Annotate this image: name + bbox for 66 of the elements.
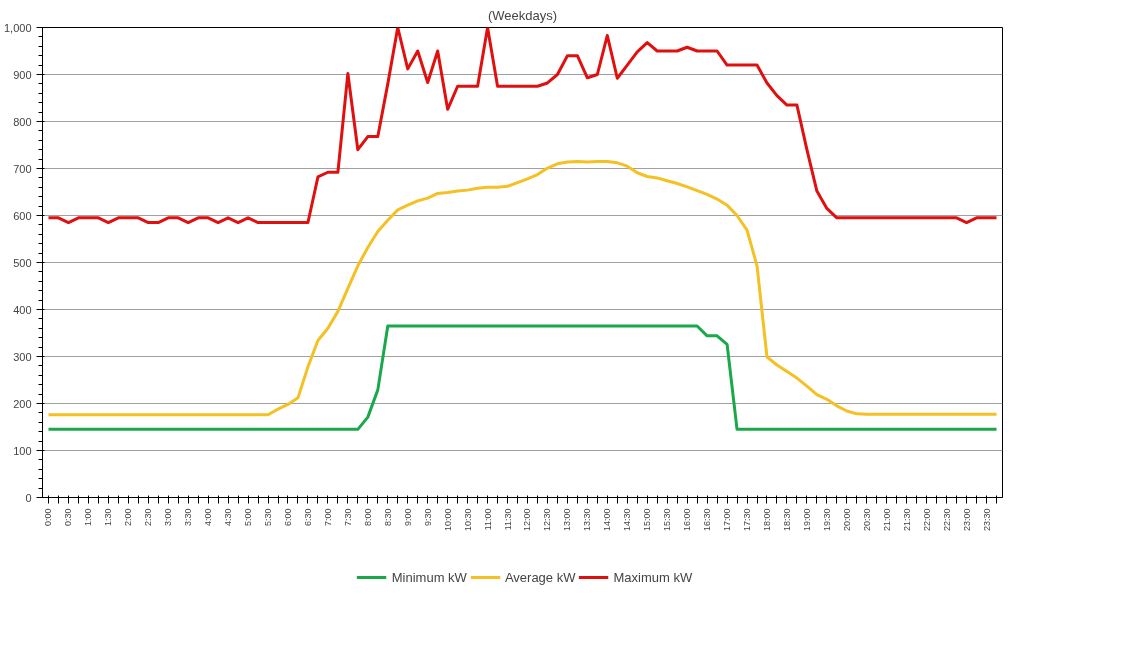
x-tick-label: 0:00 bbox=[43, 508, 54, 527]
y-tick-label: 800 bbox=[13, 115, 32, 128]
x-tick-label: 1:30 bbox=[103, 508, 114, 527]
x-tick-label: 2:30 bbox=[143, 508, 154, 527]
x-tick-label: 1:00 bbox=[83, 508, 94, 527]
x-tick-label: 10:30 bbox=[462, 508, 473, 532]
x-tick-label: 20:00 bbox=[841, 508, 852, 532]
y-tick-label: 900 bbox=[13, 68, 32, 81]
x-tick-label: 11:30 bbox=[502, 508, 513, 531]
y-tick-label: 100 bbox=[13, 444, 32, 457]
y-tick-label: 400 bbox=[13, 303, 32, 316]
x-tick-label: 19:00 bbox=[801, 508, 812, 532]
x-tick-label: 13:30 bbox=[582, 508, 593, 532]
x-tick-label: 20:30 bbox=[861, 508, 872, 532]
x-tick-label: 0:30 bbox=[63, 508, 74, 527]
y-tick-label: 500 bbox=[13, 256, 32, 269]
y-tick-label: 1,000 bbox=[3, 21, 32, 34]
x-tick-label: 4:30 bbox=[223, 508, 234, 527]
x-tick-label: 14:00 bbox=[602, 508, 613, 532]
x-tick-label: 9:30 bbox=[422, 508, 433, 527]
x-tick-label: 11:00 bbox=[482, 508, 493, 531]
x-tick-label: 22:00 bbox=[921, 508, 932, 532]
x-tick-label: 8:00 bbox=[362, 508, 373, 527]
x-tick-label: 4:00 bbox=[203, 508, 214, 527]
x-tick-label: 16:30 bbox=[702, 508, 713, 532]
y-tick-label: 600 bbox=[13, 209, 32, 222]
y-tick-label: 0 bbox=[25, 491, 32, 504]
x-tick-label: 8:30 bbox=[382, 508, 393, 527]
x-tick-label: 21:30 bbox=[901, 508, 912, 532]
x-tick-label: 23:00 bbox=[961, 508, 972, 532]
x-tick-label: 12:30 bbox=[542, 508, 553, 532]
x-tick-label: 3:30 bbox=[183, 508, 194, 527]
legend-label: Average kW bbox=[504, 569, 576, 585]
chart-title: (Weekdays) bbox=[487, 7, 558, 23]
x-tick-label: 21:00 bbox=[881, 508, 892, 532]
x-tick-label: 6:30 bbox=[302, 508, 313, 527]
x-tick-label: 9:00 bbox=[402, 508, 413, 527]
line-series bbox=[46, 159, 999, 417]
x-tick-label: 7:00 bbox=[322, 508, 333, 527]
x-tick-label: 18:00 bbox=[761, 508, 772, 532]
x-tick-label: 15:00 bbox=[642, 508, 653, 532]
x-tick-label: 16:00 bbox=[682, 508, 693, 532]
x-tick-label: 10:00 bbox=[442, 508, 453, 532]
x-tick-label: 17:00 bbox=[722, 508, 733, 532]
legend-label: Maximum kW bbox=[613, 569, 693, 585]
x-tick-label: 12:00 bbox=[522, 508, 533, 532]
x-tick-label: 13:00 bbox=[562, 508, 573, 532]
y-tick-label: 700 bbox=[13, 162, 32, 175]
x-tick-label: 14:30 bbox=[622, 508, 633, 532]
x-tick-label: 7:30 bbox=[342, 508, 353, 527]
y-tick-label: 300 bbox=[13, 350, 32, 363]
x-tick-label: 23:30 bbox=[981, 508, 992, 532]
legend-label: Minimum kW bbox=[391, 569, 467, 585]
x-tick-label: 5:30 bbox=[263, 508, 274, 527]
line-series bbox=[46, 27, 999, 225]
x-tick-label: 15:30 bbox=[662, 508, 673, 532]
x-tick-label: 19:30 bbox=[821, 508, 832, 532]
x-tick-label: 18:30 bbox=[781, 508, 792, 532]
x-tick-label: 2:00 bbox=[123, 508, 134, 527]
line-series bbox=[46, 324, 999, 431]
x-tick-label: 6:00 bbox=[282, 508, 293, 527]
x-tick-label: 17:30 bbox=[742, 508, 753, 532]
x-tick-label: 22:30 bbox=[941, 508, 952, 532]
y-tick-label: 200 bbox=[13, 397, 32, 410]
x-tick-label: 5:00 bbox=[243, 508, 254, 527]
x-tick-label: 3:00 bbox=[163, 508, 174, 527]
